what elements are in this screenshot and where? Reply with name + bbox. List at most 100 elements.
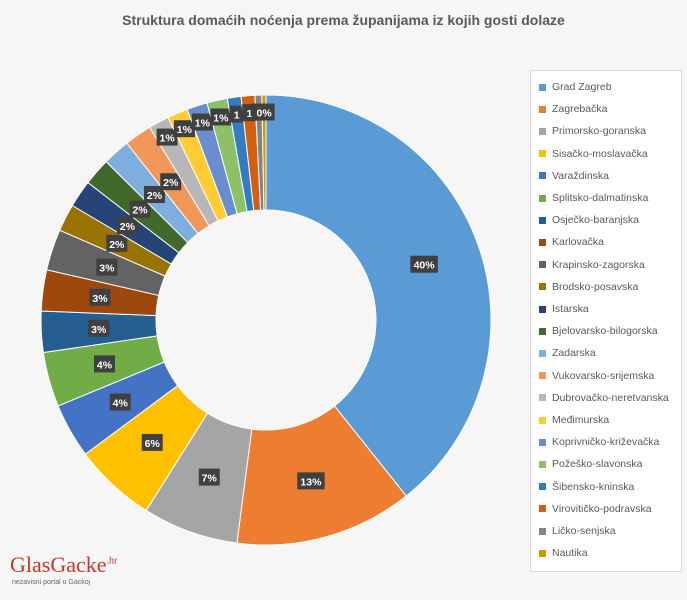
legend-item: Šibensko-kninska [539,479,634,495]
legend-item: Karlovačka [539,234,604,250]
legend-swatch [539,150,546,158]
slice-label-bg [89,288,111,306]
slice-label-text: 1% [177,124,193,136]
legend-swatch [539,349,546,357]
legend-item: Sisačko-moslavačka [539,146,648,162]
slice-label-bg [109,393,131,411]
legend-swatch [539,327,546,335]
legend-item: Varaždinska [539,168,609,184]
legend-label: Nautika [552,547,588,560]
legend-label: Osječko-baranjska [552,214,639,227]
slice-label-text: 3% [92,293,108,305]
legend-item: Zagrebačka [539,101,607,117]
slice-label-bg [88,319,110,337]
logo-word-text: GlasGacke [10,552,107,577]
legend-label: Primorsko-goranska [552,125,646,138]
legend-swatch [539,283,546,291]
slice-label-bg [191,113,213,131]
legend-item: Virovitičko-podravska [539,501,652,517]
legend-swatch [539,505,546,513]
slice-label-text: 4% [97,359,113,371]
slice-label-bg [94,355,116,373]
slice-label-17: 1% [210,108,232,126]
slice-label-7: 3% [89,288,111,306]
slice-label-text: 4% [113,398,129,410]
legend: Grad Zagreb Zagrebačka Primorsko-goranska S… [530,70,682,572]
slice-label-bg [210,108,232,126]
legend-swatch [539,483,546,491]
legend-label: Zagrebačka [552,103,608,116]
legend-swatch [539,372,546,380]
legend-swatch [539,549,546,557]
legend-swatch [539,527,546,535]
slice-label-text: 13% [300,476,322,488]
legend-swatch [539,83,546,91]
legend-item: Međimurska [539,412,609,428]
site-logo: GlasGacke.hr nezavisni portal u Gackoj [10,552,130,592]
slice-label-10: 2% [116,217,138,235]
slice-label-bg [198,468,220,486]
legend-label: Šibensko-kninska [552,480,635,493]
legend-item: Vukovarsko-srijemska [539,368,654,384]
slice-label-6: 3% [88,319,110,337]
logo-wordmark: GlasGacke.hr [10,552,117,578]
legend-swatch [539,105,546,113]
donut-slice-21 [261,94,267,211]
legend-label: Brodsko-posavska [552,280,639,293]
legend-label: Varaždinska [552,169,610,182]
legend-swatch [539,216,546,224]
slice-label-text: 1% [213,112,229,124]
legend-label: Krapinsko-zagorska [552,258,645,271]
slice-label-text: 6% [145,438,161,450]
legend-item: Splitsko-dalmatinska [539,190,648,206]
slice-label-text: 2% [109,239,125,251]
legend-swatch [539,438,546,446]
legend-label: Međimurska [552,414,610,426]
legend-label: Virovitičko-podravska [552,502,652,515]
slice-label-text: 3% [99,263,115,275]
legend-item: Koprivničko-križevačka [539,434,659,450]
slice-label-12: 2% [144,185,166,203]
legend-swatch [539,460,546,468]
legend-item: Krapinsko-zagorska [539,257,645,273]
slice-label-bg [229,105,244,123]
legend-item: Ličko-senjska [539,523,616,539]
legend-swatch [539,261,546,269]
donut-slice-0 [265,94,492,497]
slice-label-8: 3% [96,258,118,276]
legend-swatch [539,238,546,246]
slice-label-bg [253,103,275,121]
slice-label-16: 1% [191,113,213,131]
legend-label: Grad Zagreb [552,81,612,93]
slice-label-text: 2% [147,190,163,202]
legend-item: Grad Zagreb [539,79,612,95]
legend-item: Zadarska [539,345,596,361]
legend-item: Bjelovarsko-bilogorska [539,323,658,339]
slice-label-text: 7% [202,473,218,485]
slice-label-1: 13% [297,472,325,490]
slice-label-bg [410,255,438,273]
slice-label-18: 1 [229,105,244,123]
logo-suffix: .hr [106,555,118,567]
legend-swatch [539,416,546,424]
slice-label-bg [116,217,138,235]
slice-label-bg [129,200,151,218]
legend-label: Bjelovarsko-bilogorska [552,325,658,338]
slice-label-5: 4% [94,355,116,373]
slice-label-9: 2% [106,234,128,252]
slice-label-text: 1% [195,117,211,129]
donut-chart: 40%13%7%6%4%4%3%3%3%2%2%2%2%2%1%1%1% 1% 1 1… [40,94,492,546]
slice-label-bg [144,185,166,203]
legend-label: Koprivničko-križevačka [552,436,660,449]
slice-label-bg [96,258,118,276]
slice-label-text: 2% [132,205,148,217]
legend-label: Karlovačka [552,236,604,249]
slice-label-text: 3% [91,324,107,336]
slice-label-bg [156,128,178,146]
slice-label-bg [141,433,163,451]
logo-tagline: nezavisni portal u Gackoj [12,579,91,586]
slice-label-14: 1% [156,128,178,146]
slice-label-bg [160,173,182,191]
legend-swatch [539,194,546,202]
